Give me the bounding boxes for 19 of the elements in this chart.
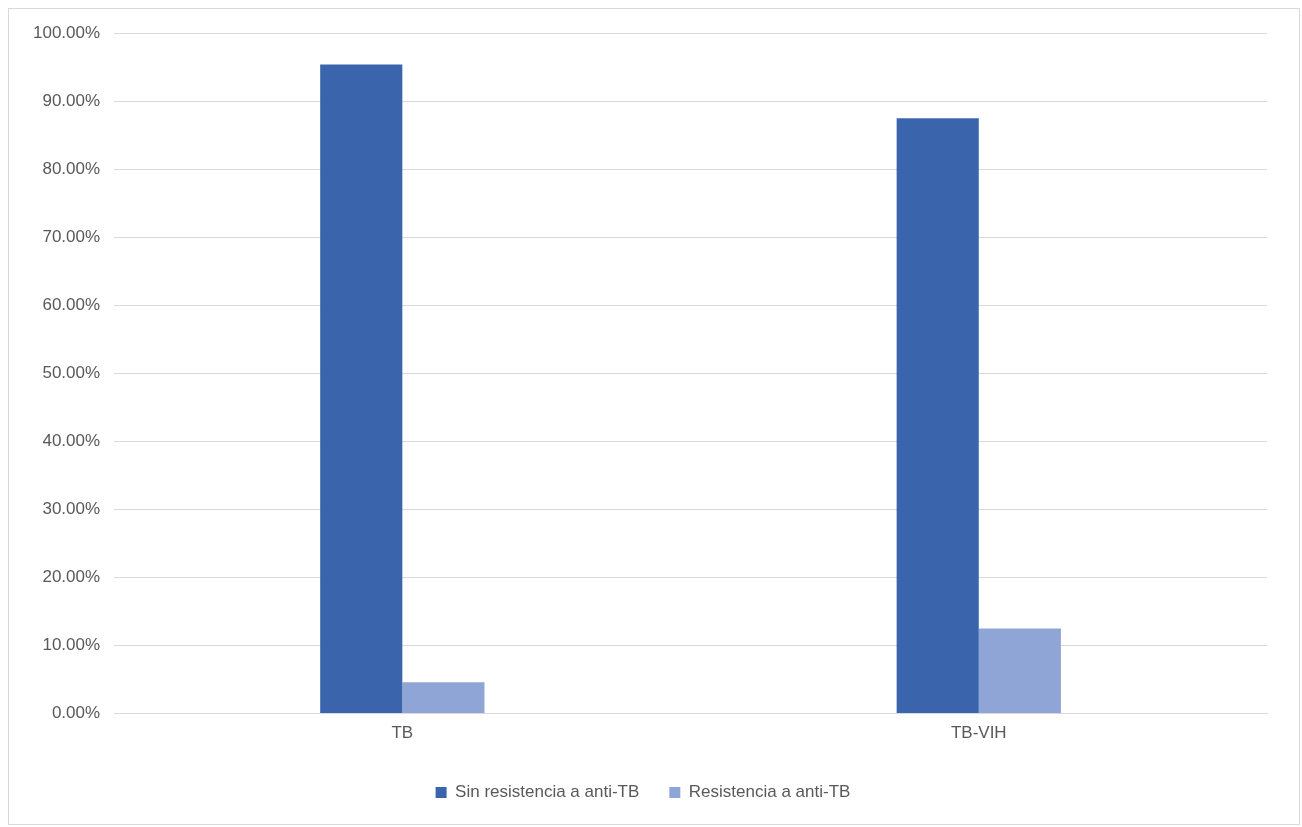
legend-label: Sin resistencia a anti-TB (455, 782, 640, 802)
bar (402, 682, 485, 714)
y-tick-label: 0.00% (51, 703, 101, 723)
bar (896, 118, 979, 714)
y-tick-label: 30.00% (42, 499, 101, 519)
bar (320, 64, 403, 714)
y-tick-label: 60.00% (42, 295, 101, 315)
y-tick-label: 20.00% (42, 567, 101, 587)
y-tick-label: 100.00% (32, 22, 101, 42)
y-tick-label: 50.00% (42, 363, 101, 383)
y-tick-label: 40.00% (42, 431, 101, 451)
y-tick-label: 80.00% (42, 158, 101, 178)
bar (978, 628, 1061, 714)
x-tick-label: TB (391, 723, 414, 743)
legend-label: Resistencia a anti-TB (688, 782, 851, 802)
y-tick-label: 10.00% (42, 635, 101, 655)
y-tick-label: 90.00% (42, 90, 101, 110)
x-tick-label: TB-VIH (950, 723, 1007, 743)
y-tick-label: 70.00% (42, 227, 101, 247)
